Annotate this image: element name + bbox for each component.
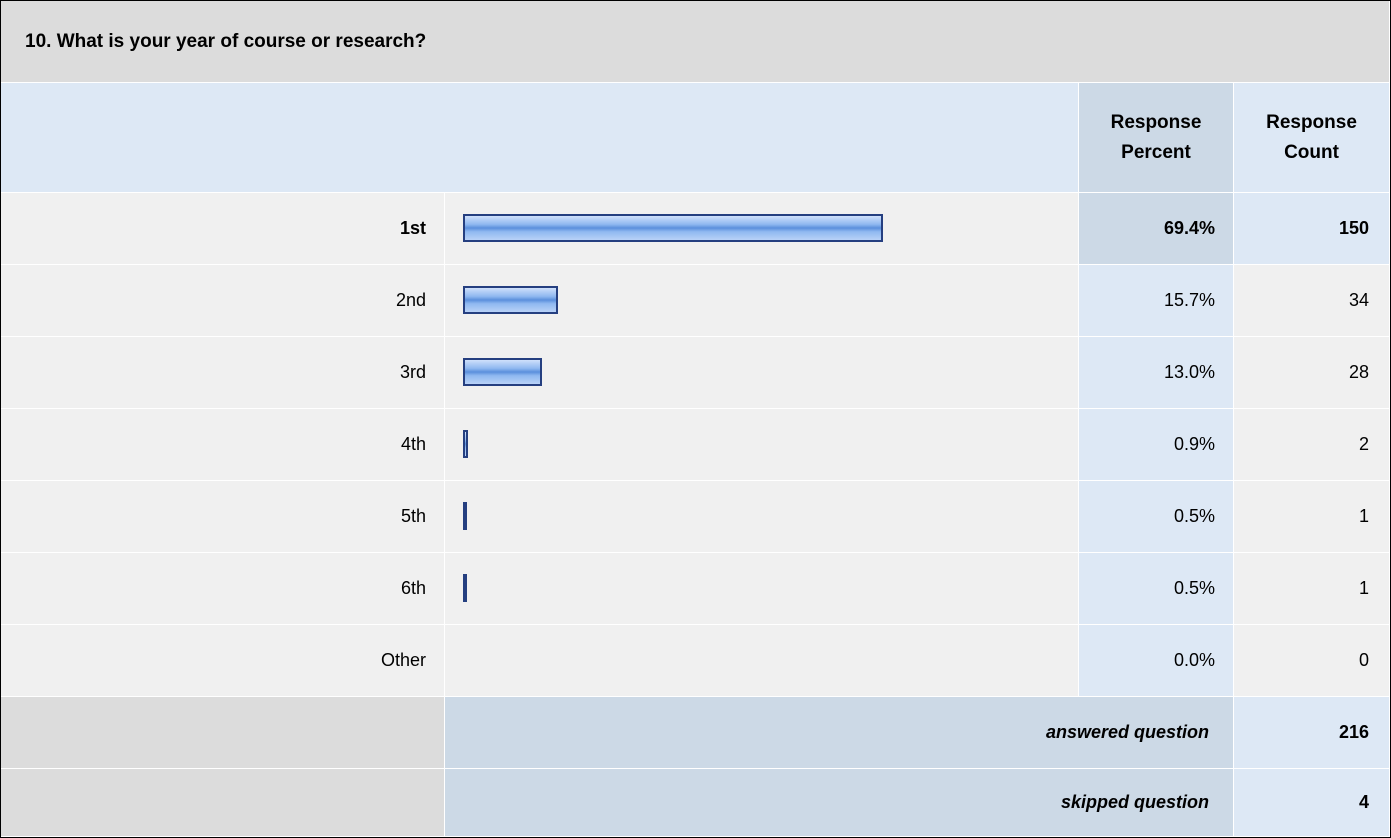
- row-label: 5th: [1, 481, 445, 553]
- bar-cell: [445, 481, 1079, 553]
- row-label: 4th: [1, 409, 445, 481]
- footer-blank: [1, 769, 445, 837]
- percent-cell: 0.0%: [1079, 625, 1234, 697]
- count-cell: 1: [1234, 481, 1390, 553]
- count-cell: 150: [1234, 193, 1390, 265]
- header-count: Response Count: [1234, 83, 1390, 193]
- footer-count: 4: [1234, 769, 1390, 837]
- bar: [463, 502, 467, 530]
- count-cell: 1: [1234, 553, 1390, 625]
- count-cell: 2: [1234, 409, 1390, 481]
- bar: [463, 430, 469, 458]
- bar-cell: [445, 409, 1079, 481]
- count-cell: 28: [1234, 337, 1390, 409]
- bar-cell: [445, 553, 1079, 625]
- row-label: 3rd: [1, 337, 445, 409]
- footer-label: skipped question: [445, 769, 1234, 837]
- row-label: 6th: [1, 553, 445, 625]
- bar: [463, 286, 558, 314]
- percent-cell: 69.4%: [1079, 193, 1234, 265]
- bar-cell: [445, 625, 1079, 697]
- question-title: 10. What is your year of course or resea…: [1, 1, 1390, 83]
- footer-label: answered question: [445, 697, 1234, 769]
- footer-blank: [1, 697, 445, 769]
- percent-cell: 0.5%: [1079, 481, 1234, 553]
- count-cell: 0: [1234, 625, 1390, 697]
- footer-count: 216: [1234, 697, 1390, 769]
- row-label: 2nd: [1, 265, 445, 337]
- percent-cell: 13.0%: [1079, 337, 1234, 409]
- bar: [463, 358, 542, 386]
- percent-cell: 0.9%: [1079, 409, 1234, 481]
- row-label: 1st: [1, 193, 445, 265]
- percent-cell: 15.7%: [1079, 265, 1234, 337]
- bar-cell: [445, 337, 1079, 409]
- header-blank: [1, 83, 1079, 193]
- row-label: Other: [1, 625, 445, 697]
- bar: [463, 214, 883, 242]
- header-percent: Response Percent: [1079, 83, 1234, 193]
- bar: [463, 574, 467, 602]
- count-cell: 34: [1234, 265, 1390, 337]
- percent-cell: 0.5%: [1079, 553, 1234, 625]
